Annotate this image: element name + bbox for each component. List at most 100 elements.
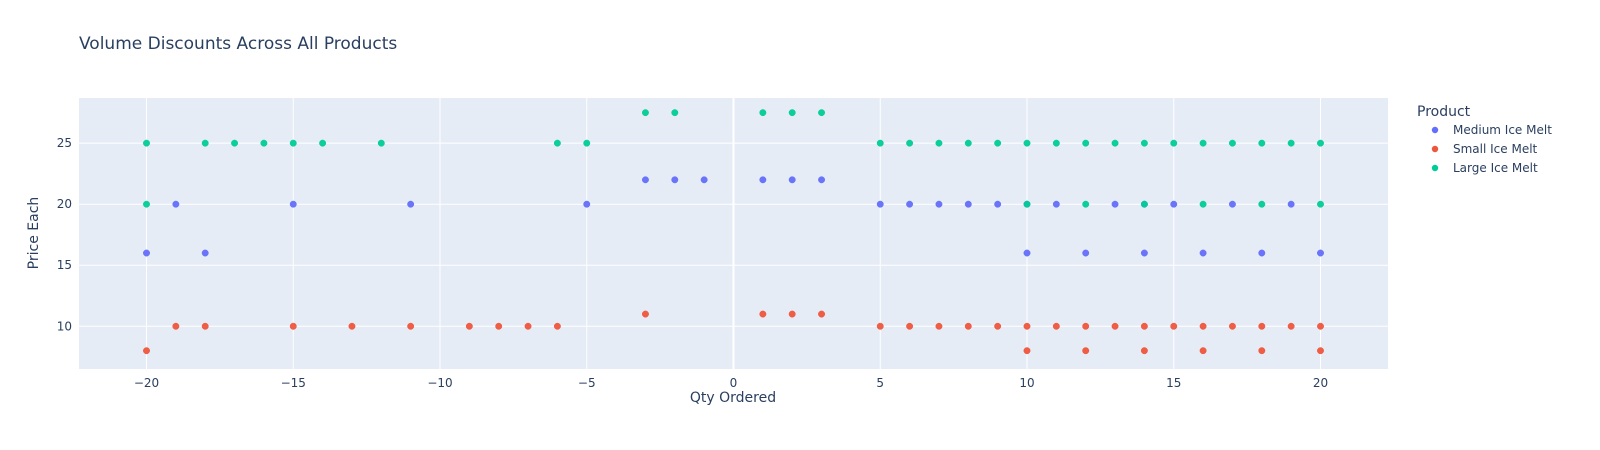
data-point[interactable] <box>495 322 503 330</box>
data-point[interactable] <box>1258 200 1266 208</box>
data-point[interactable] <box>1082 322 1090 330</box>
data-point[interactable] <box>1317 200 1324 208</box>
data-point[interactable] <box>553 322 561 330</box>
data-point[interactable] <box>818 310 825 318</box>
data-point[interactable] <box>1140 322 1148 330</box>
data-point[interactable] <box>260 139 268 147</box>
data-point[interactable] <box>524 322 532 330</box>
data-point[interactable] <box>1317 347 1324 355</box>
data-point[interactable] <box>1258 139 1266 147</box>
data-point[interactable] <box>994 200 1002 208</box>
data-point[interactable] <box>818 109 825 117</box>
data-point[interactable] <box>1258 322 1266 330</box>
data-point[interactable] <box>1052 200 1060 208</box>
data-point[interactable] <box>700 176 708 184</box>
data-point[interactable] <box>289 322 297 330</box>
data-point[interactable] <box>1170 139 1178 147</box>
data-point[interactable] <box>1052 139 1060 147</box>
data-point[interactable] <box>1082 139 1090 147</box>
data-point[interactable] <box>876 322 884 330</box>
data-point[interactable] <box>319 139 327 147</box>
data-point[interactable] <box>1228 139 1236 147</box>
data-point[interactable] <box>1111 322 1119 330</box>
data-point[interactable] <box>1140 200 1148 208</box>
data-point[interactable] <box>788 176 796 184</box>
data-point[interactable] <box>759 176 767 184</box>
data-point[interactable] <box>994 139 1002 147</box>
data-point[interactable] <box>876 139 884 147</box>
data-point[interactable] <box>289 139 297 147</box>
data-point[interactable] <box>231 139 239 147</box>
data-point[interactable] <box>964 200 972 208</box>
data-point[interactable] <box>289 200 297 208</box>
data-point[interactable] <box>642 310 649 318</box>
data-point[interactable] <box>994 322 1002 330</box>
data-point[interactable] <box>1140 249 1148 257</box>
data-point[interactable] <box>818 176 825 184</box>
data-point[interactable] <box>1317 139 1324 147</box>
legend-item-small-ice-melt[interactable]: Small Ice Melt <box>1431 142 1538 156</box>
data-point[interactable] <box>407 200 415 208</box>
data-point[interactable] <box>1111 200 1119 208</box>
data-point[interactable] <box>1111 139 1119 147</box>
data-point[interactable] <box>143 347 150 355</box>
data-point[interactable] <box>201 139 209 147</box>
data-point[interactable] <box>377 139 385 147</box>
data-point[interactable] <box>1228 200 1236 208</box>
data-point[interactable] <box>1287 139 1295 147</box>
data-point[interactable] <box>1258 347 1266 355</box>
data-point[interactable] <box>876 200 884 208</box>
data-point[interactable] <box>1023 200 1031 208</box>
data-point[interactable] <box>1317 322 1324 330</box>
data-point[interactable] <box>642 176 649 184</box>
data-point[interactable] <box>407 322 415 330</box>
data-point[interactable] <box>1228 322 1236 330</box>
data-point[interactable] <box>964 139 972 147</box>
data-point[interactable] <box>759 310 767 318</box>
data-point[interactable] <box>1052 322 1060 330</box>
data-point[interactable] <box>201 249 209 257</box>
data-point[interactable] <box>935 322 943 330</box>
data-point[interactable] <box>465 322 473 330</box>
data-point[interactable] <box>1082 200 1090 208</box>
data-point[interactable] <box>935 200 943 208</box>
data-point[interactable] <box>906 322 914 330</box>
legend-item-medium-ice-melt[interactable]: Medium Ice Melt <box>1431 123 1552 137</box>
data-point[interactable] <box>671 176 679 184</box>
data-point[interactable] <box>1140 139 1148 147</box>
data-point[interactable] <box>1082 249 1090 257</box>
data-point[interactable] <box>143 249 150 257</box>
data-point[interactable] <box>935 139 943 147</box>
data-point[interactable] <box>172 322 180 330</box>
data-point[interactable] <box>143 200 150 208</box>
data-point[interactable] <box>583 139 591 147</box>
data-point[interactable] <box>201 322 209 330</box>
data-point[interactable] <box>1023 347 1031 355</box>
data-point[interactable] <box>1287 200 1295 208</box>
data-point[interactable] <box>1199 249 1207 257</box>
data-point[interactable] <box>1170 322 1178 330</box>
data-point[interactable] <box>1287 322 1295 330</box>
data-point[interactable] <box>1199 139 1207 147</box>
data-point[interactable] <box>642 109 649 117</box>
data-point[interactable] <box>906 139 914 147</box>
data-point[interactable] <box>348 322 356 330</box>
data-point[interactable] <box>143 139 150 147</box>
data-point[interactable] <box>1023 322 1031 330</box>
data-point[interactable] <box>788 109 796 117</box>
data-point[interactable] <box>1199 322 1207 330</box>
data-point[interactable] <box>906 200 914 208</box>
data-point[interactable] <box>583 200 591 208</box>
data-point[interactable] <box>671 109 679 117</box>
data-point[interactable] <box>1140 347 1148 355</box>
data-point[interactable] <box>759 109 767 117</box>
data-point[interactable] <box>1199 347 1207 355</box>
data-point[interactable] <box>964 322 972 330</box>
data-point[interactable] <box>1023 139 1031 147</box>
data-point[interactable] <box>1023 249 1031 257</box>
data-point[interactable] <box>553 139 561 147</box>
data-point[interactable] <box>788 310 796 318</box>
data-point[interactable] <box>1082 347 1090 355</box>
data-point[interactable] <box>1199 200 1207 208</box>
legend-item-large-ice-melt[interactable]: Large Ice Melt <box>1431 161 1538 175</box>
